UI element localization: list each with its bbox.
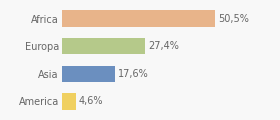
Bar — [62, 10, 215, 27]
Bar — [62, 38, 145, 54]
Bar — [62, 93, 76, 110]
Text: 17,6%: 17,6% — [118, 69, 149, 79]
Text: 4,6%: 4,6% — [79, 96, 103, 106]
Bar — [62, 66, 115, 82]
Text: 27,4%: 27,4% — [148, 41, 179, 51]
Text: 50,5%: 50,5% — [218, 14, 249, 24]
